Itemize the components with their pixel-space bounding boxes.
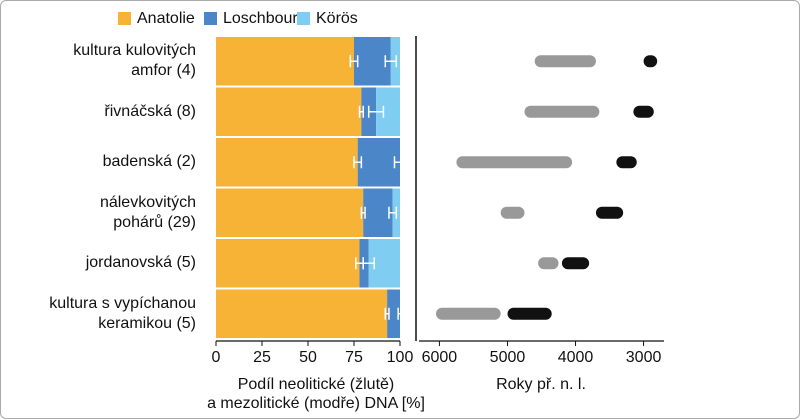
bar-segment	[216, 188, 364, 237]
bar-segment	[216, 289, 388, 338]
category-label: jordanovská (5)	[85, 254, 196, 272]
bar-segment	[363, 188, 393, 237]
error-bar	[353, 156, 363, 169]
error-bar	[367, 105, 385, 118]
error-bar	[397, 307, 403, 320]
error-bar	[358, 105, 364, 118]
legend-swatch	[118, 12, 131, 25]
legend-label: Loschbour	[223, 10, 298, 27]
category-label: nálevkovitých pohárů (29)	[99, 193, 196, 231]
x-tick-label: 4000	[558, 349, 594, 366]
bar-segment	[216, 138, 358, 187]
error-bar	[384, 55, 398, 68]
legend-swatch	[297, 12, 310, 25]
x-tick-label: 3000	[626, 349, 662, 366]
category-label: badenská (2)	[102, 153, 196, 171]
x-tick-label: 75	[345, 349, 363, 366]
bar-segment	[216, 87, 362, 136]
bar-segment	[387, 289, 400, 338]
error-bar	[393, 156, 407, 169]
x-tick-label: 5000	[490, 349, 526, 366]
x-axis-label: Roky př. n. l.	[496, 376, 586, 393]
legend-swatch	[204, 12, 217, 25]
category-label: kultura s vypíchanou keramikou (5)	[49, 294, 196, 332]
bar-segment	[357, 138, 400, 187]
x-tick-label: 100	[387, 349, 414, 366]
x-axis-label: Podíl neolitické (žlutě) a mezolitické (…	[207, 376, 425, 412]
error-bar	[362, 257, 375, 270]
x-tick-label: 50	[299, 349, 317, 366]
x-tick-label: 0	[212, 349, 221, 366]
category-label: řivnáčská (8)	[104, 102, 196, 120]
legend-label: Anatolie	[137, 10, 195, 27]
x-tick-label: 6000	[422, 349, 458, 366]
bar-segment	[216, 37, 354, 86]
error-bar	[349, 55, 359, 68]
error-bar	[388, 206, 398, 219]
legend-label: Körös	[316, 10, 358, 27]
bar-segment	[376, 87, 400, 136]
x-tick-label: 25	[253, 349, 271, 366]
category-label: kultura kulovitých amfor (4)	[73, 42, 196, 80]
error-bar	[384, 307, 390, 320]
bar-segment	[216, 239, 360, 288]
error-bar	[360, 206, 366, 219]
